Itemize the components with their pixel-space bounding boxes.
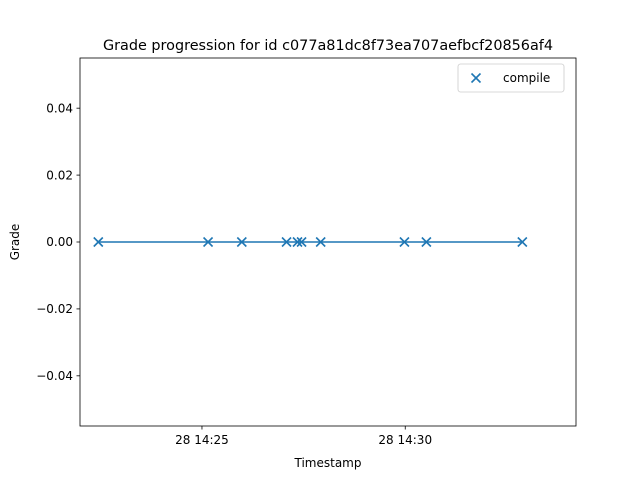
- y-tick-label: 0.04: [46, 101, 73, 115]
- legend: compile: [457, 63, 565, 93]
- data-point: [292, 236, 303, 248]
- y-tick-label: 0.00: [46, 235, 73, 249]
- x-tick-label: 28 14:30: [378, 433, 432, 447]
- y-tick-label: −0.02: [36, 302, 73, 316]
- data-point: [296, 236, 307, 248]
- data-point: [421, 236, 432, 248]
- data-point: [315, 236, 326, 248]
- y-tick-label: −0.04: [36, 369, 73, 383]
- data-point: [202, 236, 214, 248]
- y-axis-label: Grade: [8, 224, 22, 261]
- legend-marker-x: [470, 72, 482, 84]
- data-point: [236, 236, 247, 248]
- legend-label: compile: [503, 71, 550, 85]
- data-point: [399, 236, 410, 248]
- x-tick-label: 28 14:25: [175, 433, 229, 447]
- data-point: [517, 236, 528, 248]
- x-axis-label: Timestamp: [294, 456, 362, 470]
- y-tick-label: 0.02: [46, 168, 73, 182]
- data-point: [93, 236, 104, 248]
- legend-box: [457, 63, 565, 93]
- data-point: [281, 236, 292, 248]
- chart-title: Grade progression for id c077a81dc8f73ea…: [103, 38, 553, 54]
